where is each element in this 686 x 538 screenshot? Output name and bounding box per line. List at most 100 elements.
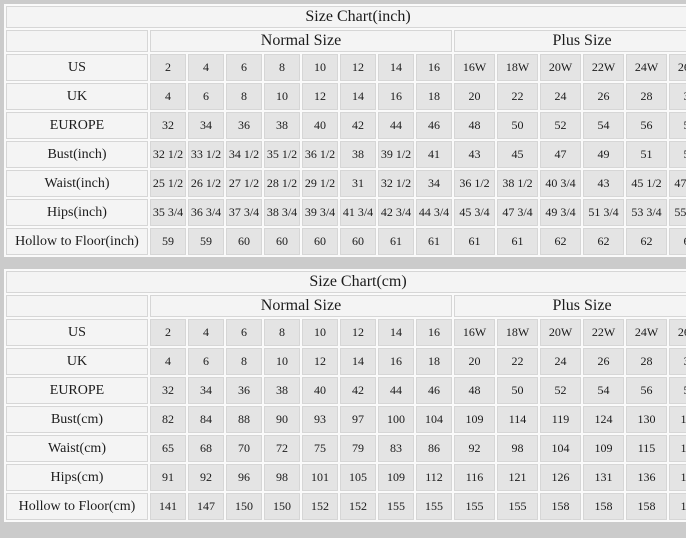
size-value-cell: 119: [540, 406, 581, 433]
size-value-cell: 112: [416, 464, 452, 491]
size-value-cell: 72: [264, 435, 300, 462]
size-value-cell: 20: [454, 83, 495, 110]
size-value-cell: 18: [416, 83, 452, 110]
size-value-cell: 34: [188, 112, 224, 139]
size-value-cell: 20W: [540, 54, 581, 81]
size-value-cell: 16: [378, 83, 414, 110]
table-row: US24681012141616W18W20W22W24W26W: [6, 319, 686, 346]
size-value-cell: 12: [302, 348, 338, 375]
size-value-cell: 43: [454, 141, 495, 168]
size-value-cell: 100: [378, 406, 414, 433]
size-value-cell: 38: [264, 377, 300, 404]
size-value-cell: 26: [583, 83, 624, 110]
size-value-cell: 14: [378, 54, 414, 81]
group-header-normal-size: Normal Size: [150, 295, 452, 317]
size-value-cell: 97: [340, 406, 376, 433]
size-value-cell: 26W: [669, 319, 686, 346]
size-value-cell: 59: [150, 228, 186, 255]
size-value-cell: 4: [150, 83, 186, 110]
size-value-cell: 114: [497, 406, 538, 433]
size-value-cell: 53: [669, 141, 686, 168]
size-value-cell: 65: [150, 435, 186, 462]
size-value-cell: 158: [626, 493, 667, 520]
table-row: Waist(inch) 25 1/2 26 1/2 27 1/2 28 1/2 29 1/…: [6, 170, 686, 197]
size-value-cell: 44: [378, 377, 414, 404]
table-row: Bust(cm) 82 84 88 90 93 97 100 104 109 114 119 124 13…: [6, 406, 686, 433]
size-value-cell: 155: [416, 493, 452, 520]
size-value-cell: 36 1/2: [302, 141, 338, 168]
size-value-cell: 39 3/4: [302, 199, 338, 226]
size-value-cell: 4: [188, 319, 224, 346]
size-value-cell: 158: [669, 493, 686, 520]
size-value-cell: 33 1/2: [188, 141, 224, 168]
size-value-cell: 36 3/4: [188, 199, 224, 226]
size-value-cell: 56: [626, 377, 667, 404]
group-header-normal-size: Normal Size: [150, 30, 452, 52]
row-label: US: [6, 54, 148, 81]
size-value-cell: 44 3/4: [416, 199, 452, 226]
size-value-cell: 2: [150, 319, 186, 346]
size-value-cell: 30: [669, 348, 686, 375]
size-value-cell: 18W: [497, 54, 538, 81]
row-label: Hips(cm): [6, 464, 148, 491]
size-value-cell: 47 3/4: [497, 199, 538, 226]
size-value-cell: 8: [226, 83, 262, 110]
size-value-cell: 104: [416, 406, 452, 433]
size-value-cell: 6: [188, 348, 224, 375]
size-value-cell: 36: [226, 377, 262, 404]
size-value-cell: 152: [340, 493, 376, 520]
table-row: Hips(inch) 35 3/4 36 3/4 37 3/4 38 3/4 39 3/4…: [6, 199, 686, 226]
size-value-cell: 121: [669, 435, 686, 462]
size-value-cell: 50: [497, 377, 538, 404]
size-value-cell: 46: [416, 377, 452, 404]
size-value-cell: 158: [583, 493, 624, 520]
size-value-cell: 36 1/2: [454, 170, 495, 197]
size-value-cell: 14: [340, 348, 376, 375]
size-value-cell: 38: [264, 112, 300, 139]
size-value-cell: 24W: [626, 54, 667, 81]
row-label: Hips(inch): [6, 199, 148, 226]
size-value-cell: 59: [188, 228, 224, 255]
table-title: Size Chart(inch): [6, 6, 686, 28]
size-value-cell: 41 3/4: [340, 199, 376, 226]
size-value-cell: 70: [226, 435, 262, 462]
table-row: UK4681012141618202224262830: [6, 348, 686, 375]
size-value-cell: 8: [264, 54, 300, 81]
size-value-cell: 24W: [626, 319, 667, 346]
size-value-cell: 152: [302, 493, 338, 520]
table-row: Waist(cm)6568707275798386929810410911512…: [6, 435, 686, 462]
size-value-cell: 34: [188, 377, 224, 404]
size-value-cell: 47: [540, 141, 581, 168]
size-value-cell: 10: [302, 54, 338, 81]
table-title-row: Size Chart(inch): [6, 6, 686, 28]
table-title-row: Size Chart(cm): [6, 271, 686, 293]
size-value-cell: 31: [340, 170, 376, 197]
size-value-cell: 6: [226, 54, 262, 81]
table-row: UK4681012141618202224262830: [6, 83, 686, 110]
size-value-cell: 16: [416, 319, 452, 346]
size-value-cell: 109: [378, 464, 414, 491]
size-value-cell: 18: [416, 348, 452, 375]
size-value-cell: 49 3/4: [540, 199, 581, 226]
size-value-cell: 40: [302, 112, 338, 139]
size-value-cell: 62: [540, 228, 581, 255]
size-value-cell: 8: [226, 348, 262, 375]
size-value-cell: 29 1/2: [302, 170, 338, 197]
size-value-cell: 150: [264, 493, 300, 520]
size-value-cell: 158: [540, 493, 581, 520]
size-value-cell: 10: [264, 348, 300, 375]
size-value-cell: 126: [540, 464, 581, 491]
size-value-cell: 46: [416, 112, 452, 139]
size-value-cell: 4: [150, 348, 186, 375]
size-value-cell: 10: [302, 319, 338, 346]
size-value-cell: 4: [188, 54, 224, 81]
size-value-cell: 136: [626, 464, 667, 491]
size-value-cell: 26: [583, 348, 624, 375]
size-value-cell: 52: [540, 377, 581, 404]
size-value-cell: 39 1/2: [378, 141, 414, 168]
size-value-cell: 41: [416, 141, 452, 168]
size-value-cell: 38 1/2: [497, 170, 538, 197]
size-value-cell: 105: [340, 464, 376, 491]
size-value-cell: 20W: [540, 319, 581, 346]
